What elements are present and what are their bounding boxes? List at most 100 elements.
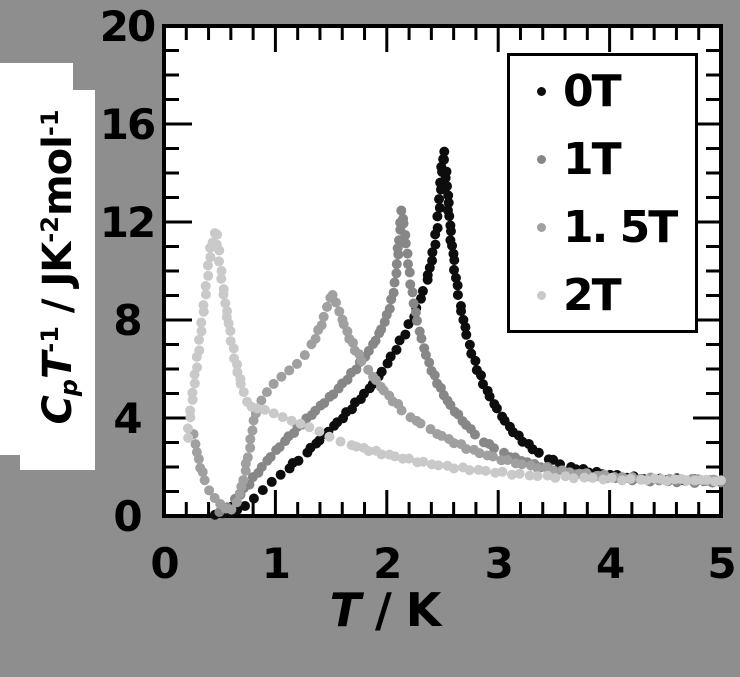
data-point [316, 320, 327, 331]
data-point [228, 343, 239, 354]
data-point [284, 365, 295, 376]
data-point [304, 422, 315, 433]
data-point [247, 425, 258, 436]
y-tick-label: 4 [113, 394, 141, 443]
data-point [450, 272, 461, 283]
data-point [248, 493, 259, 504]
data-point [356, 356, 367, 367]
data-point [265, 451, 276, 462]
data-point [701, 474, 712, 485]
data-point [456, 306, 467, 317]
data-point [238, 475, 249, 486]
data-point [568, 473, 579, 484]
data-point [214, 256, 225, 267]
data-point [432, 222, 443, 233]
data-point [314, 435, 325, 446]
data-point [434, 202, 445, 213]
x-tick-label: 3 [485, 539, 512, 588]
data-point [334, 306, 345, 317]
data-point [232, 359, 243, 370]
data-point [444, 211, 455, 222]
data-point [452, 280, 463, 291]
data-point [445, 226, 456, 237]
data-point [310, 333, 321, 344]
data-point [491, 403, 502, 414]
data-point [231, 497, 242, 508]
data-point [516, 459, 527, 470]
data-point [203, 270, 214, 281]
data-point [443, 190, 454, 201]
legend-marker-icon [537, 222, 546, 232]
data-series-group [182, 146, 726, 520]
legend-item: 0T [510, 57, 695, 125]
data-point [560, 471, 571, 482]
legend: 0T 1T 1. 5T 2T [507, 53, 698, 333]
data-point [286, 415, 297, 426]
data-point [256, 395, 267, 406]
data-point [579, 472, 590, 483]
data-point [385, 351, 396, 362]
data-point [411, 315, 422, 326]
x-tick-label: 4 [596, 539, 624, 588]
data-point [449, 264, 460, 275]
data-point [293, 455, 304, 466]
data-point [400, 230, 411, 241]
data-point [532, 463, 543, 474]
data-point [327, 289, 338, 300]
data-point [277, 412, 288, 423]
data-point [524, 470, 535, 481]
data-point [641, 475, 652, 486]
data-point [488, 443, 499, 454]
data-point [295, 418, 306, 429]
data-point [415, 418, 426, 429]
y-axis-label-backdrop [20, 90, 95, 470]
series-2t [182, 228, 726, 487]
data-point [433, 460, 444, 471]
data-point [502, 455, 513, 466]
data-point [216, 266, 227, 277]
data-point [403, 453, 414, 464]
data-point [242, 452, 253, 463]
data-point [196, 317, 207, 328]
data-point [330, 297, 341, 308]
data-point [464, 339, 475, 350]
data-point [427, 255, 438, 266]
data-point [275, 469, 286, 480]
data-point [245, 442, 256, 453]
data-point [587, 472, 598, 483]
data-point [474, 448, 485, 459]
data-point [376, 449, 387, 460]
data-point [197, 467, 208, 478]
data-point [351, 441, 362, 452]
data-point [204, 485, 215, 496]
y-tick-label: 20 [100, 2, 155, 51]
data-point [193, 453, 204, 464]
legend-marker-icon [537, 290, 546, 300]
data-point [429, 370, 440, 381]
data-point [400, 238, 411, 249]
data-point [470, 429, 481, 440]
data-point [398, 218, 409, 229]
legend-item: 1. 5T [510, 193, 695, 261]
data-point [376, 366, 387, 377]
y-axis-title: CpT-1 / JK-2mol-1 [35, 109, 84, 425]
data-point [430, 239, 441, 250]
data-point [220, 298, 231, 309]
data-point [396, 205, 407, 216]
data-point [240, 465, 251, 476]
legend-item: 2T [510, 261, 695, 329]
data-point [268, 408, 279, 419]
legend-item: 1T [510, 125, 695, 193]
legend-label: 1T [563, 133, 622, 185]
data-point [442, 181, 453, 192]
data-point [200, 289, 211, 300]
x-tick-label: 2 [373, 539, 400, 588]
data-point [439, 154, 450, 165]
data-point [214, 245, 225, 256]
data-point [532, 471, 543, 482]
data-point [443, 197, 454, 208]
data-point [389, 277, 400, 288]
data-point [182, 423, 193, 434]
data-point [416, 333, 427, 344]
data-point [470, 355, 481, 366]
